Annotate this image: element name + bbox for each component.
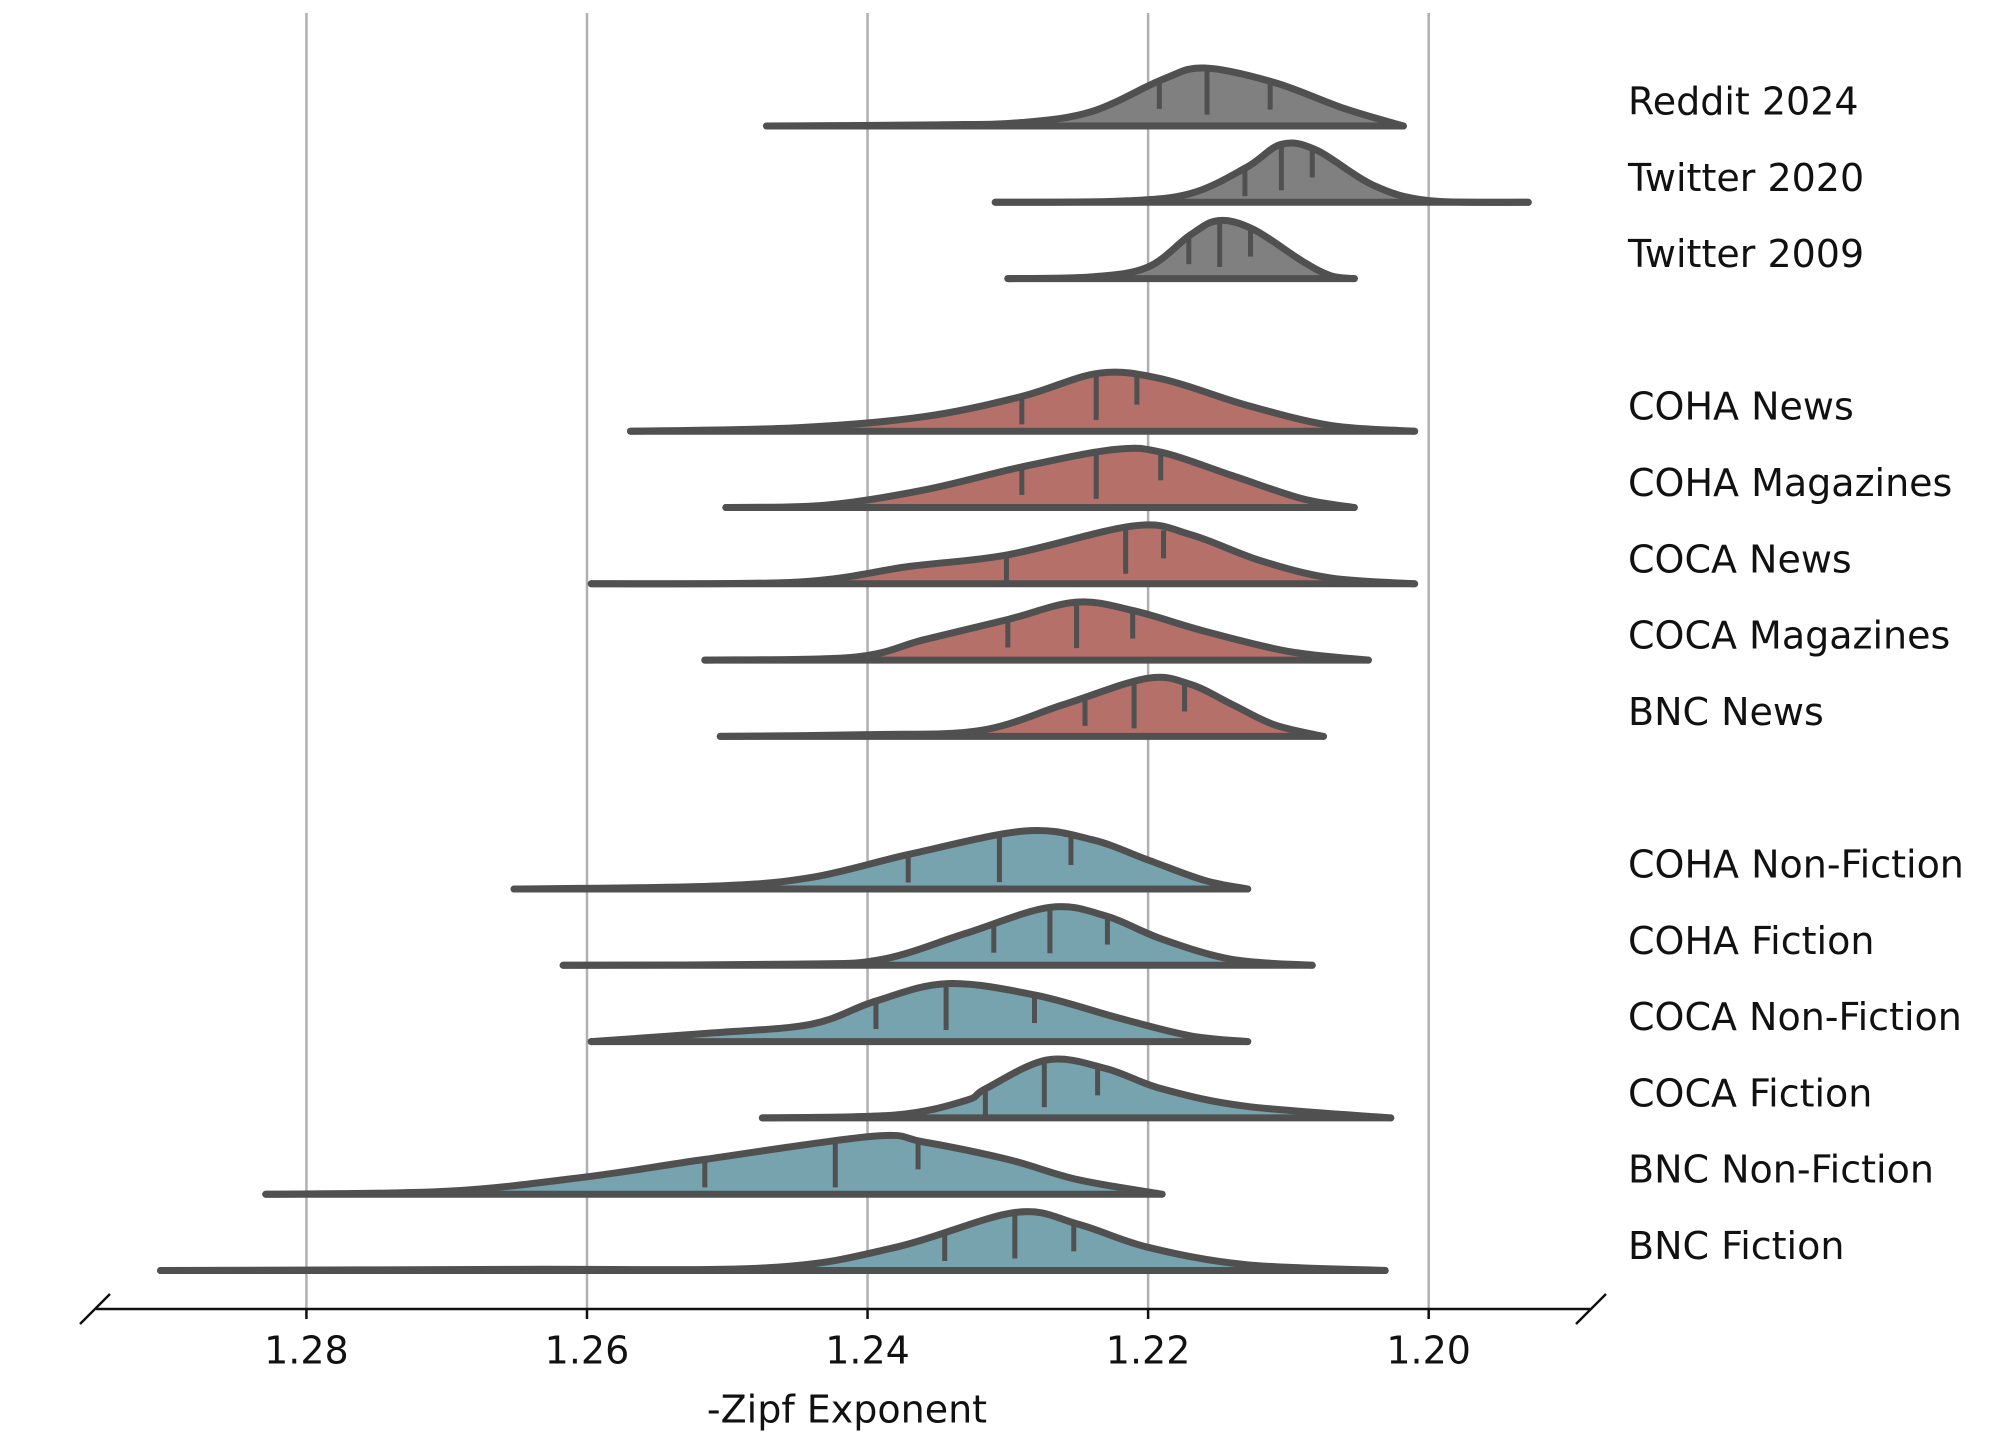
ridge bbox=[758, 1055, 1395, 1122]
ridge-fill bbox=[591, 983, 1248, 1042]
series-label: COCA Magazines bbox=[1628, 614, 1950, 658]
ridge-fill bbox=[995, 142, 1529, 203]
x-tick-label: 1.20 bbox=[1386, 1329, 1471, 1373]
ridge bbox=[587, 980, 1252, 1046]
series-label: COHA Non-Fiction bbox=[1628, 843, 1964, 887]
x-axis-label: -Zipf Exponent bbox=[707, 1388, 987, 1432]
ridge-outline bbox=[587, 521, 1419, 588]
series-label: COHA Magazines bbox=[1628, 461, 1952, 505]
ridges-layer bbox=[157, 64, 1532, 1274]
ridge-outline bbox=[559, 903, 1316, 969]
ridge-outline bbox=[626, 368, 1419, 435]
ridge bbox=[510, 827, 1252, 893]
ridge-outline bbox=[587, 980, 1252, 1046]
ridge bbox=[722, 444, 1358, 511]
ridge bbox=[1004, 216, 1358, 283]
ridge bbox=[262, 1131, 1166, 1198]
ridge bbox=[157, 1208, 1389, 1274]
ridge-fill bbox=[563, 906, 1313, 966]
axis-break bbox=[79, 1293, 111, 1325]
ridge-fill bbox=[265, 1135, 1163, 1195]
ridge-fill bbox=[725, 448, 1355, 508]
series-label: COCA Fiction bbox=[1628, 1071, 1872, 1115]
ridge-outline bbox=[262, 1131, 1166, 1198]
ridge bbox=[626, 368, 1419, 435]
ridge-outline bbox=[991, 139, 1532, 206]
x-tick-label: 1.28 bbox=[264, 1329, 349, 1373]
series-label: COCA News bbox=[1628, 537, 1852, 581]
ridge bbox=[991, 139, 1532, 206]
series-label: BNC Fiction bbox=[1628, 1224, 1844, 1268]
series-label: Twitter 2020 bbox=[1627, 156, 1864, 200]
axis-break bbox=[1575, 1293, 1607, 1325]
series-label: COCA Non-Fiction bbox=[1628, 995, 1962, 1039]
series-label: BNC News bbox=[1628, 690, 1824, 734]
ridge bbox=[587, 521, 1419, 588]
ridge-outline bbox=[157, 1208, 1389, 1274]
x-tick-label: 1.22 bbox=[1106, 1329, 1191, 1373]
ridge-outline bbox=[758, 1055, 1395, 1122]
series-label: COHA Fiction bbox=[1628, 919, 1874, 963]
ridge-outline bbox=[722, 444, 1358, 511]
ridge-fill bbox=[1007, 220, 1355, 279]
series-label: COHA News bbox=[1628, 385, 1854, 429]
ridge bbox=[763, 64, 1407, 130]
ridge bbox=[559, 903, 1316, 969]
x-tick-label: 1.24 bbox=[825, 1329, 910, 1373]
ridge-outline bbox=[1004, 216, 1358, 283]
ridge-fill bbox=[720, 677, 1324, 737]
series-label: BNC Non-Fiction bbox=[1628, 1148, 1934, 1192]
series-label: Twitter 2009 bbox=[1627, 232, 1864, 276]
ridge-fill bbox=[766, 67, 1404, 126]
ridge-fill bbox=[514, 830, 1248, 889]
ridge-fill bbox=[704, 601, 1369, 661]
ridge bbox=[701, 598, 1372, 664]
ridge-outline bbox=[763, 64, 1407, 130]
x-tick-label: 1.26 bbox=[545, 1329, 630, 1373]
ridge-fill bbox=[591, 524, 1415, 584]
ridge-outline bbox=[510, 827, 1252, 893]
ridge-outline bbox=[716, 673, 1327, 740]
ridge-outline bbox=[701, 598, 1372, 664]
series-label: Reddit 2024 bbox=[1628, 80, 1859, 124]
ridge-fill bbox=[762, 1059, 1391, 1118]
ridge bbox=[716, 673, 1327, 740]
